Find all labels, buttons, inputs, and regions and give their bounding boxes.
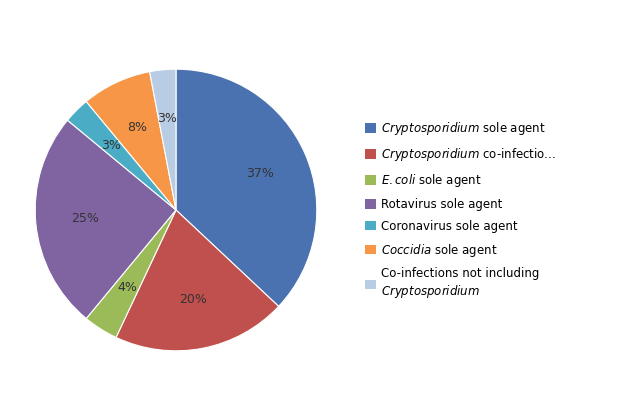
Text: 8%: 8%: [127, 121, 147, 134]
Text: 3%: 3%: [157, 113, 177, 126]
Text: 37%: 37%: [246, 167, 274, 180]
Wedge shape: [86, 72, 176, 210]
Wedge shape: [67, 102, 176, 210]
Legend: $\it{Cryptosporidium}$ sole agent, $\it{Cryptosporidium}$ co-infectio..., $\it{E: $\it{Cryptosporidium}$ sole agent, $\it{…: [365, 120, 556, 300]
Wedge shape: [116, 210, 278, 351]
Text: 4%: 4%: [117, 281, 137, 294]
Text: 3%: 3%: [101, 139, 121, 152]
Wedge shape: [176, 69, 317, 306]
Wedge shape: [86, 210, 176, 337]
Wedge shape: [35, 120, 176, 318]
Text: 20%: 20%: [179, 294, 207, 307]
Wedge shape: [150, 69, 176, 210]
Text: 25%: 25%: [71, 212, 99, 225]
